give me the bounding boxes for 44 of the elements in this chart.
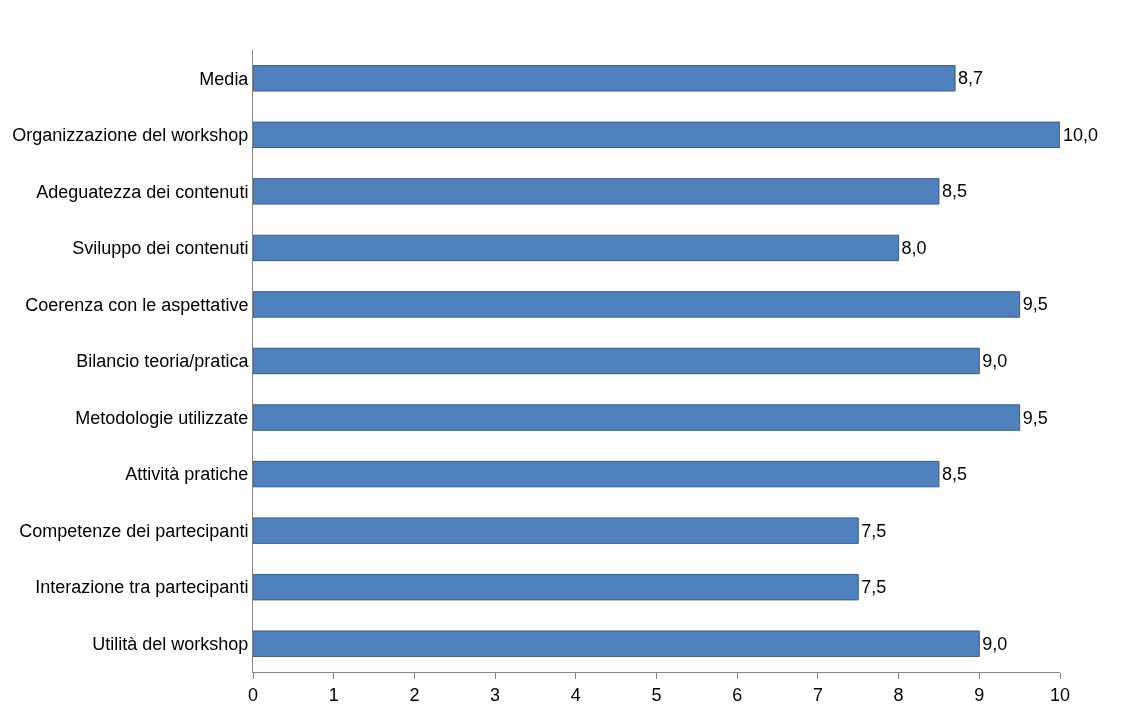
x-tick-label: 5 — [651, 684, 662, 705]
y-tick-label: Sviluppo dei contenuti — [72, 238, 249, 259]
x-tick-label: 1 — [328, 684, 339, 705]
data-label: 8,5 — [941, 464, 967, 485]
y-tick-label: Interazione tra partecipanti — [35, 577, 249, 598]
data-label: 9,5 — [1022, 407, 1048, 428]
x-tick-label: 8 — [893, 684, 904, 705]
y-tick-label: Bilancio teoria/pratica — [76, 351, 250, 372]
bar — [253, 234, 900, 262]
y-tick-label: Media — [199, 68, 250, 89]
x-tick-label: 10 — [1049, 684, 1071, 705]
y-tick-label: Attività pratiche — [125, 464, 249, 485]
bar — [253, 347, 980, 375]
y-tick-label: Organizzazione del workshop — [12, 125, 249, 146]
data-label: 9,5 — [1022, 294, 1048, 315]
y-tick-label: Metodologie utilizzate — [75, 407, 249, 428]
data-label: 7,5 — [861, 577, 887, 598]
bar — [253, 404, 1021, 431]
x-tick-label: 9 — [974, 684, 985, 705]
bar — [253, 573, 859, 601]
bar — [253, 460, 940, 488]
bar — [253, 178, 940, 205]
bar — [253, 65, 956, 92]
data-label: 9,0 — [982, 633, 1008, 654]
data-label: 9,0 — [982, 351, 1008, 371]
bar — [253, 121, 1060, 149]
bar — [253, 517, 859, 544]
y-tick-label: Utilità del workshop — [92, 634, 249, 655]
x-tick-label: 4 — [570, 684, 581, 705]
x-tick-label: 3 — [490, 684, 501, 705]
bar — [253, 630, 980, 657]
y-tick-label: Competenze dei partecipanti — [19, 520, 249, 541]
data-label: 8,0 — [901, 237, 927, 258]
data-label: 10,0 — [1063, 124, 1099, 145]
y-tick-label: Coerenza con le aspettative — [25, 294, 249, 315]
bar — [253, 291, 1021, 318]
data-label: 7,5 — [861, 520, 887, 541]
data-label: 8,7 — [958, 68, 984, 89]
x-tick-label: 7 — [812, 684, 823, 705]
x-tick-label: 6 — [732, 684, 743, 705]
x-tick-label: 0 — [247, 684, 259, 705]
data-label: 8,5 — [941, 181, 967, 202]
x-tick-label: 2 — [409, 684, 420, 705]
y-tick-label: Adeguatezza dei contenuti — [36, 181, 249, 202]
